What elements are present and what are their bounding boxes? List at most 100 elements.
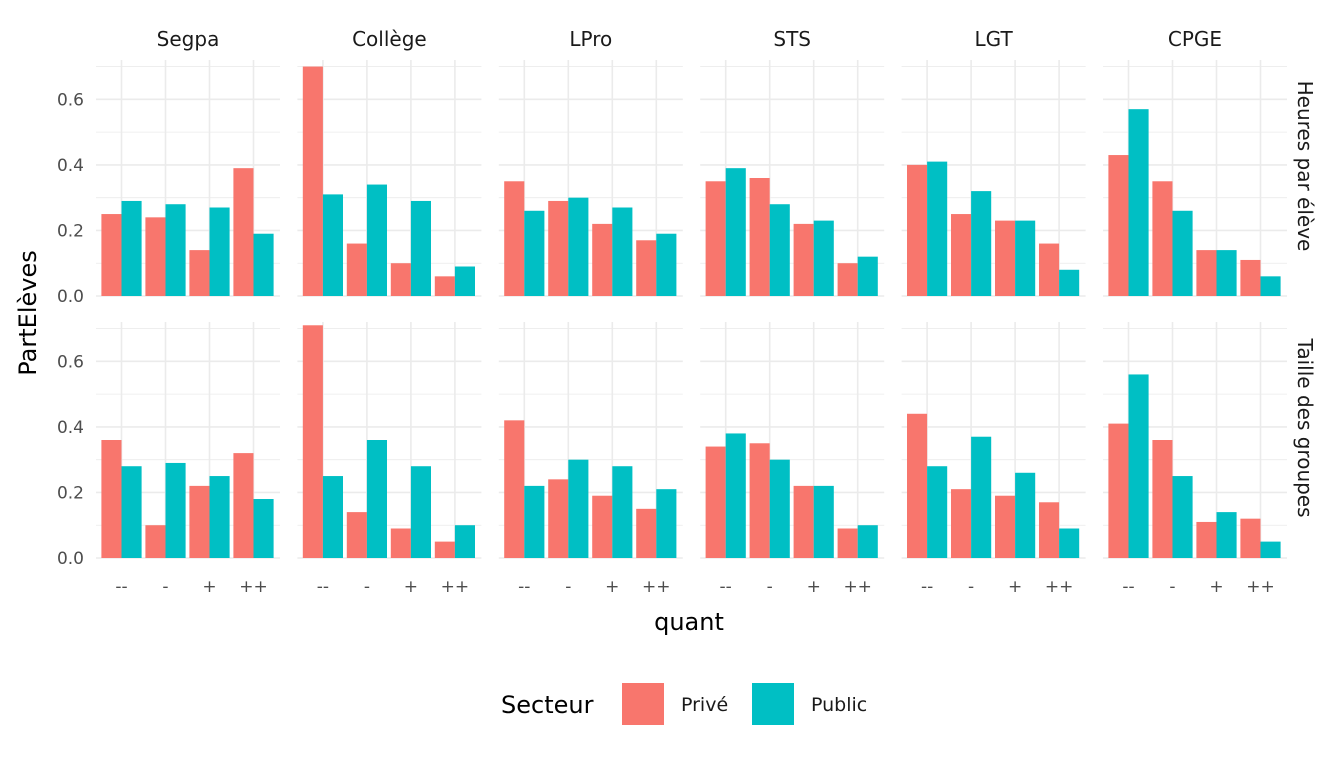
y-tick-label: 0.4 (57, 156, 84, 176)
bar-heures-par-eleve-college-minus-minus-prive (302, 66, 323, 296)
bar-heures-par-eleve-lgt-minus-public (971, 191, 992, 296)
bar-heures-par-eleve-college-plus-plus-public (454, 266, 475, 296)
bar-heures-par-eleve-segpa-minus-public (165, 204, 186, 296)
bar-heures-par-eleve-segpa-minus-prive (145, 217, 166, 296)
x-tick-label: ++ (441, 577, 470, 597)
legend-title: Secteur (501, 691, 594, 719)
bar-taille-des-groupes-lgt-minus-public (971, 436, 992, 558)
bar-heures-par-eleve-lgt-plus-plus-prive (1039, 243, 1060, 296)
bar-taille-des-groupes-sts-minus-minus-prive (705, 446, 726, 558)
bar-taille-des-groupes-college-minus-public (366, 440, 387, 558)
bar-heures-par-eleve-lgt-minus-minus-prive (907, 164, 928, 296)
x-tick-label: ++ (1045, 577, 1074, 597)
bar-heures-par-eleve-lgt-minus-minus-public (927, 161, 948, 296)
bar-taille-des-groupes-segpa-minus-public (165, 462, 186, 558)
bar-taille-des-groupes-cpge-plus-prive (1196, 521, 1217, 558)
bar-taille-des-groupes-lgt-minus-prive (951, 489, 972, 558)
bar-heures-par-eleve-lgt-plus-plus-public (1059, 269, 1080, 296)
bar-layer (101, 66, 1281, 558)
strip-label-segpa: Segpa (157, 27, 220, 51)
y-tick-label: 0.2 (57, 483, 84, 503)
bar-taille-des-groupes-college-minus-prive (346, 512, 367, 558)
bar-heures-par-eleve-segpa-plus-plus-prive (233, 168, 254, 296)
bar-taille-des-groupes-sts-minus-minus-public (725, 433, 746, 558)
y-tick-label: 0.6 (57, 352, 84, 372)
bar-heures-par-eleve-college-plus-public (410, 200, 431, 296)
x-tick-label: + (404, 577, 418, 597)
bar-heures-par-eleve-college-minus-minus-public (322, 194, 343, 296)
bar-taille-des-groupes-lpro-plus-plus-public (656, 489, 677, 558)
legend: Secteur Privé Public (501, 683, 867, 725)
bar-taille-des-groupes-college-minus-minus-public (322, 476, 343, 558)
bar-taille-des-groupes-cpge-plus-plus-prive (1240, 518, 1261, 558)
text-layer: quant PartElèves Segpa Collège LPro STS LGT C… (14, 27, 1317, 636)
legend-key-prive (622, 683, 664, 725)
bar-taille-des-groupes-cpge-minus-prive (1152, 440, 1173, 558)
bar-heures-par-eleve-lgt-minus-prive (951, 214, 972, 296)
bar-heures-par-eleve-segpa-plus-prive (189, 250, 210, 296)
bar-heures-par-eleve-lpro-minus-prive (548, 200, 569, 296)
bar-heures-par-eleve-cpge-minus-prive (1152, 181, 1173, 296)
bar-taille-des-groupes-sts-plus-prive (793, 485, 814, 558)
bar-heures-par-eleve-lgt-plus-public (1015, 220, 1036, 296)
bar-taille-des-groupes-segpa-plus-plus-public (253, 499, 274, 558)
bar-heures-par-eleve-segpa-plus-plus-public (253, 233, 274, 296)
bar-heures-par-eleve-cpge-plus-prive (1196, 250, 1217, 296)
bar-taille-des-groupes-lpro-plus-prive (592, 495, 613, 558)
bar-taille-des-groupes-cpge-minus-minus-public (1128, 374, 1149, 558)
x-tick-label: -- (115, 577, 127, 597)
x-tick-label: - (767, 577, 773, 597)
x-tick-label: + (202, 577, 216, 597)
bar-taille-des-groupes-segpa-minus-minus-prive (101, 440, 122, 558)
bar-taille-des-groupes-lpro-plus-plus-prive (636, 508, 657, 558)
x-tick-label: -- (921, 577, 933, 597)
bar-heures-par-eleve-cpge-plus-plus-public (1260, 276, 1281, 296)
bar-taille-des-groupes-lgt-plus-plus-prive (1039, 502, 1060, 558)
bar-taille-des-groupes-sts-minus-public (769, 459, 790, 558)
strip-label-cpge: CPGE (1168, 27, 1222, 51)
x-tick-label: - (162, 577, 168, 597)
x-tick-label: -- (720, 577, 732, 597)
y-tick-label: 0.0 (57, 549, 84, 569)
bar-taille-des-groupes-lpro-plus-public (612, 466, 633, 558)
legend-key-public (752, 683, 794, 725)
bar-heures-par-eleve-sts-minus-minus-prive (705, 181, 726, 296)
bar-heures-par-eleve-cpge-plus-public (1216, 250, 1237, 296)
x-tick-label: -- (1122, 577, 1134, 597)
bar-heures-par-eleve-segpa-plus-public (209, 207, 230, 296)
x-tick-label: ++ (239, 577, 268, 597)
x-tick-label: - (1169, 577, 1175, 597)
bar-taille-des-groupes-lgt-minus-minus-public (927, 466, 948, 558)
x-tick-label: -- (518, 577, 530, 597)
y-tick-label: 0.6 (57, 90, 84, 110)
bar-taille-des-groupes-lpro-minus-public (568, 459, 589, 558)
bar-taille-des-groupes-college-minus-minus-prive (302, 325, 323, 558)
bar-taille-des-groupes-lpro-minus-prive (548, 479, 569, 558)
bar-taille-des-groupes-college-plus-public (410, 466, 431, 558)
bar-taille-des-groupes-sts-plus-plus-public (857, 525, 878, 558)
bar-taille-des-groupes-lgt-plus-prive (995, 495, 1016, 558)
bar-taille-des-groupes-segpa-minus-prive (145, 525, 166, 558)
x-tick-label: + (605, 577, 619, 597)
bar-heures-par-eleve-sts-plus-prive (793, 223, 814, 296)
grid-layer (96, 60, 1287, 559)
y-axis-title: PartElèves (14, 250, 42, 375)
bar-heures-par-eleve-sts-plus-plus-public (857, 256, 878, 296)
bar-heures-par-eleve-segpa-minus-minus-public (121, 200, 142, 296)
bar-taille-des-groupes-segpa-plus-public (209, 476, 230, 558)
strip-label-heures-par-eleve: Heures par élève (1293, 81, 1317, 252)
x-tick-label: - (364, 577, 370, 597)
bar-taille-des-groupes-sts-minus-prive (749, 443, 770, 558)
bar-taille-des-groupes-college-plus-plus-public (454, 525, 475, 558)
x-tick-label: -- (317, 577, 329, 597)
bar-heures-par-eleve-cpge-plus-plus-prive (1240, 259, 1261, 296)
x-axis-title: quant (654, 608, 724, 636)
bar-heures-par-eleve-lpro-minus-minus-prive (504, 181, 525, 296)
bar-heures-par-eleve-lpro-plus-public (612, 207, 633, 296)
x-tick-label: + (1209, 577, 1223, 597)
x-tick-label: ++ (642, 577, 671, 597)
bar-heures-par-eleve-college-minus-public (366, 184, 387, 296)
bar-taille-des-groupes-segpa-plus-prive (189, 485, 210, 558)
strip-label-college: Collège (352, 27, 427, 51)
